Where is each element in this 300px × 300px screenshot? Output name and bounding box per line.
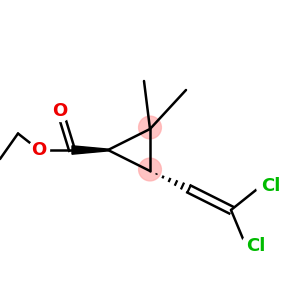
Polygon shape [72, 146, 108, 154]
Text: O: O [52, 102, 68, 120]
Text: O: O [32, 141, 46, 159]
Circle shape [28, 140, 50, 160]
Text: Cl: Cl [261, 177, 280, 195]
Text: Cl: Cl [246, 237, 266, 255]
Circle shape [139, 158, 161, 181]
Circle shape [256, 174, 280, 198]
Circle shape [50, 100, 70, 122]
Circle shape [242, 234, 266, 258]
Circle shape [139, 116, 161, 139]
